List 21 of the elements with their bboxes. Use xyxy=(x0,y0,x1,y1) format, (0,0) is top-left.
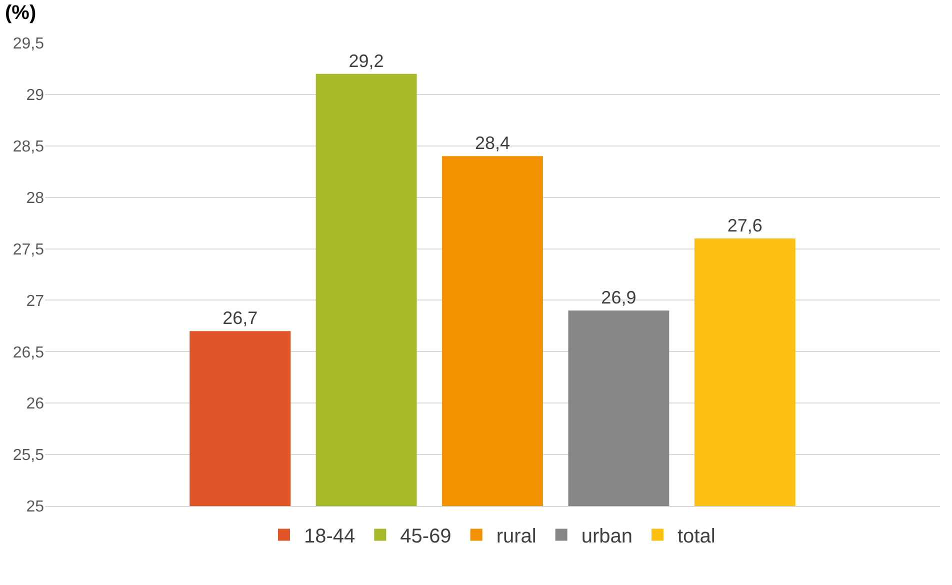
data-label: 29,2 xyxy=(348,50,384,71)
data-label: 26,7 xyxy=(222,308,258,328)
data-label: 26,9 xyxy=(601,288,636,308)
y-axis-title: (%) xyxy=(5,2,36,24)
legend-label: 45-69 xyxy=(400,526,452,548)
y-tick-label: 27,5 xyxy=(12,241,44,258)
legend-label: urban xyxy=(581,526,632,548)
y-tick-label: 29 xyxy=(26,87,44,104)
y-tick-label: 25 xyxy=(26,498,44,516)
legend-label: 18-44 xyxy=(304,526,356,548)
y-tick-label: 25,5 xyxy=(12,447,44,464)
y-tick-label: 28,5 xyxy=(12,138,44,156)
y-tick-label: 26,5 xyxy=(12,344,44,362)
legend-label: total xyxy=(677,526,716,548)
y-tick-label: 26 xyxy=(26,396,44,413)
y-tick-label: 27 xyxy=(26,292,44,310)
y-tick-label: 28 xyxy=(26,190,44,207)
data-label: 27,6 xyxy=(727,215,762,236)
y-tick-label: 29,5 xyxy=(12,36,44,53)
data-label: 28,4 xyxy=(474,133,510,154)
legend-label: rural xyxy=(496,526,536,548)
